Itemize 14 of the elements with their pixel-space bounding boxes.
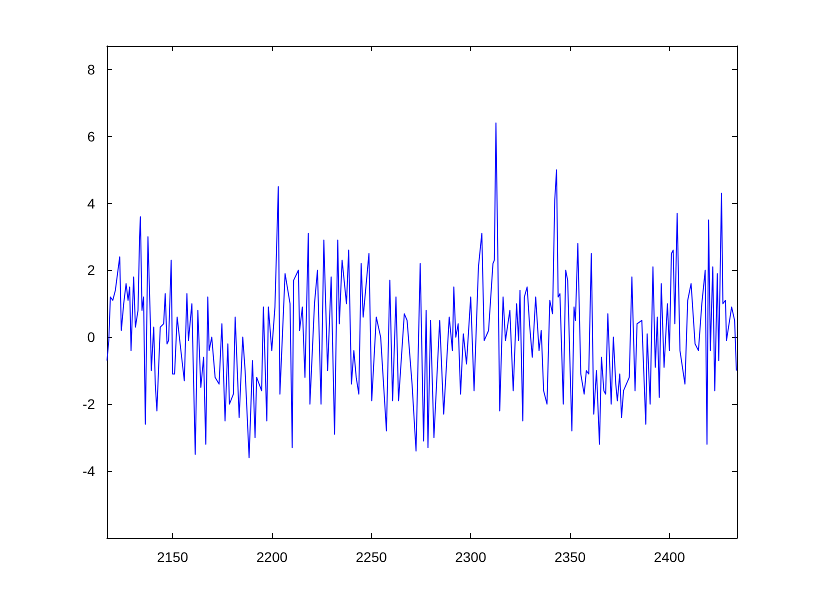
y-tick-label: 6 <box>87 128 96 144</box>
x-tick-label: 2350 <box>554 549 586 565</box>
y-tick-label: 4 <box>87 195 96 212</box>
y-tick-label: -4 <box>82 463 96 480</box>
x-tick-label: 2250 <box>356 549 388 565</box>
x-tick-label: 2150 <box>157 549 188 565</box>
y-tick-label: -2 <box>82 396 96 412</box>
y-tick-label: 0 <box>87 329 96 346</box>
x-tick-label: 2300 <box>455 549 486 565</box>
x-tick-label: 2400 <box>654 549 686 565</box>
line-series <box>106 122 737 458</box>
y-tick-label: 2 <box>87 262 96 278</box>
x-tick-label: 2200 <box>256 549 288 565</box>
y-tick-label: 8 <box>87 61 96 78</box>
